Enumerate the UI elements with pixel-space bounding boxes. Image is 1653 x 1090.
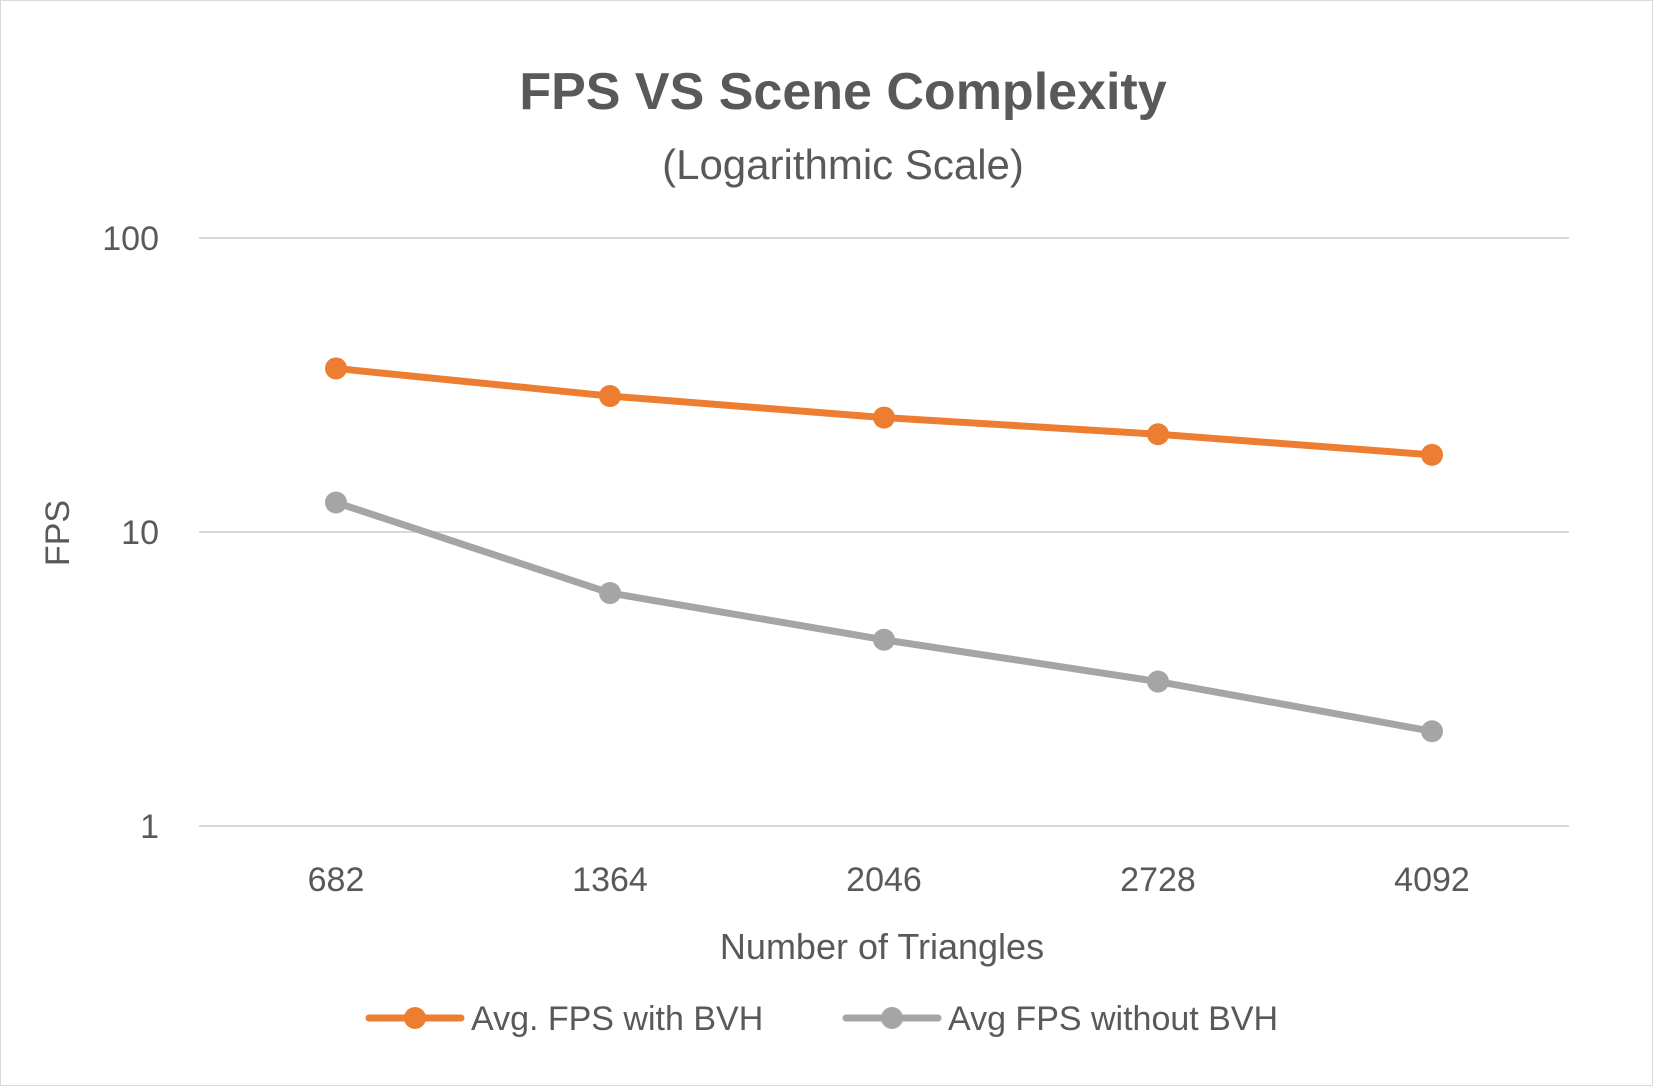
legend-marker [881, 1007, 903, 1029]
legend-label: Avg FPS without BVH [948, 1000, 1278, 1038]
y-tick-label: 100 [102, 220, 159, 258]
data-point [1421, 443, 1443, 466]
x-tick-label: 4092 [1394, 861, 1470, 899]
y-axis-ticks: 100 10 1 [102, 220, 159, 846]
data-point [1421, 720, 1443, 743]
data-point [599, 385, 621, 408]
x-tick-label: 2046 [846, 861, 922, 899]
x-tick-label: 682 [308, 861, 365, 899]
y-tick-label: 10 [121, 514, 159, 552]
data-point [873, 406, 895, 429]
chart-title: FPS VS Scene Complexity [519, 63, 1166, 121]
data-point [1147, 423, 1169, 446]
legend-label: Avg. FPS with BVH [471, 1000, 763, 1038]
legend-marker [404, 1007, 426, 1029]
data-point [599, 582, 621, 605]
data-point [325, 357, 347, 380]
y-tick-label: 1 [140, 808, 159, 846]
data-point [873, 628, 895, 651]
gridlines [199, 237, 1569, 827]
series-layer [325, 357, 1443, 743]
x-tick-label: 1364 [572, 861, 648, 899]
chart-subtitle: (Logarithmic Scale) [662, 141, 1024, 188]
series-line [332, 498, 1436, 735]
y-axis-title: FPS [39, 500, 77, 566]
data-point [1147, 670, 1169, 693]
legend: Avg. FPS with BVH Avg FPS without BVH [365, 1000, 1278, 1038]
x-tick-label: 2728 [1120, 861, 1196, 899]
x-axis-ticks: 682 1364 2046 2728 4092 [308, 861, 1470, 899]
data-point [325, 491, 347, 514]
x-axis-title: Number of Triangles [720, 926, 1044, 967]
